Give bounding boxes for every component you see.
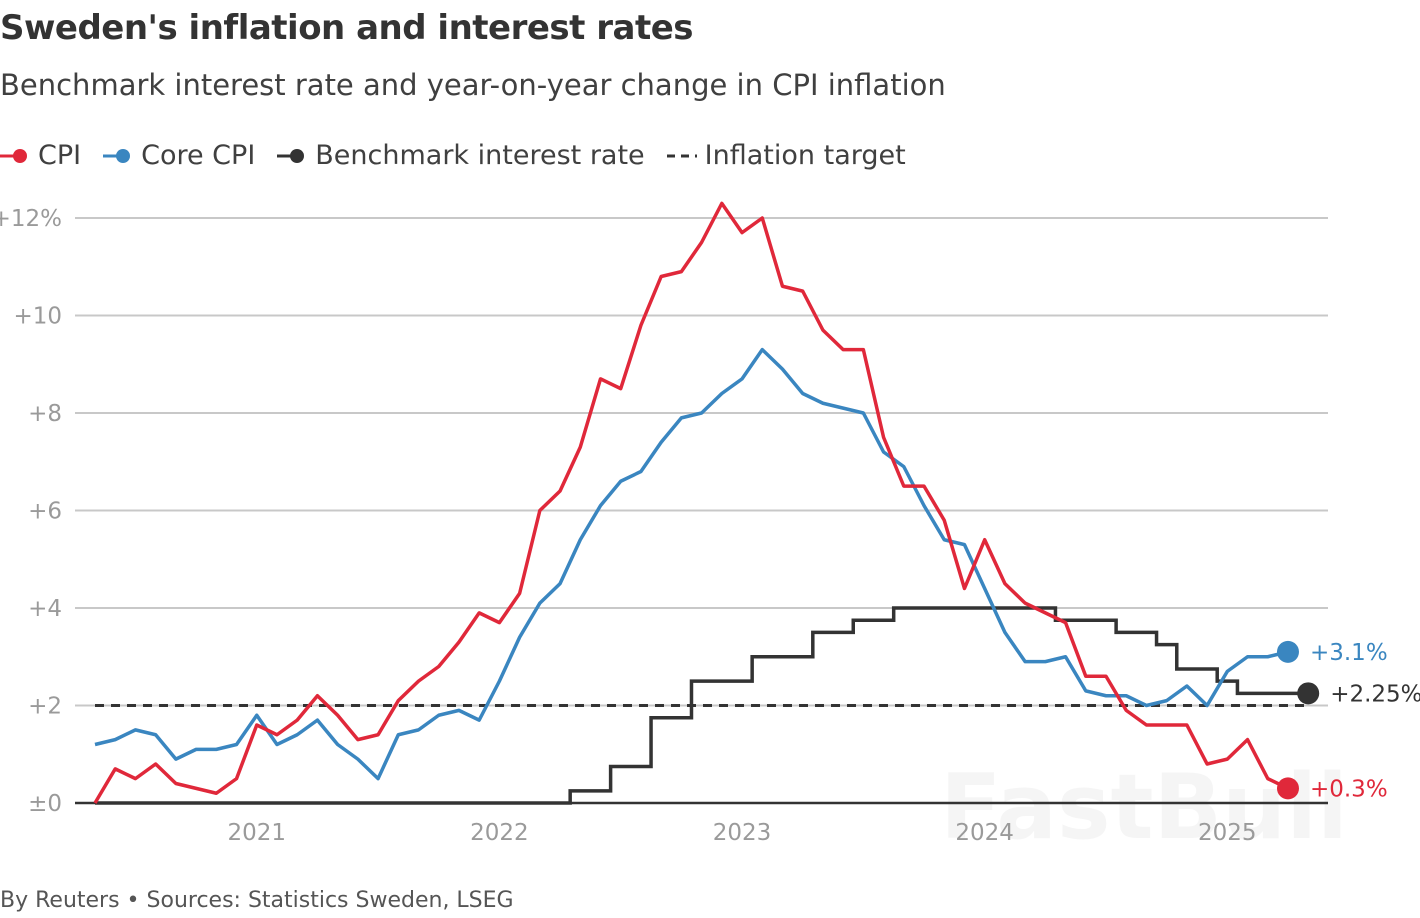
chart-subtitle: Benchmark interest rate and year-on-year… xyxy=(0,68,946,102)
legend-swatch-inflation-target xyxy=(666,154,697,157)
interest-rate-end-label: +2.25% xyxy=(1330,681,1420,707)
y-tick-label: +4 xyxy=(28,596,62,622)
core-cpi-end-label: +3.1% xyxy=(1310,640,1388,666)
legend-label: Inflation target xyxy=(704,140,906,171)
legend-item-core-cpi: Core CPI xyxy=(103,140,255,171)
y-tick-label: +10 xyxy=(13,304,62,330)
cpi-end-marker xyxy=(1276,777,1299,800)
y-tick-label: ±0 xyxy=(28,791,62,817)
legend-item-interest-rate: Benchmark interest rate xyxy=(277,140,645,171)
y-tick-label: +2 xyxy=(28,694,62,720)
cpi-line xyxy=(93,201,1289,804)
interest-rate-line xyxy=(95,606,1309,805)
legend: CPI Core CPI Benchmark interest rate Inf… xyxy=(0,140,906,171)
x-tick-label: 2023 xyxy=(713,820,772,846)
x-tick-label: 2024 xyxy=(955,820,1014,846)
legend-swatch-cpi xyxy=(0,148,27,163)
legend-item-cpi: CPI xyxy=(0,140,81,171)
legend-swatch-core-cpi xyxy=(103,148,131,163)
legend-swatch-interest-rate xyxy=(277,148,305,163)
core-cpi-line xyxy=(94,347,1289,781)
cpi-end-label: +0.3% xyxy=(1310,776,1388,802)
y-tick-label: +12% xyxy=(0,206,62,232)
interest-rate-end-marker xyxy=(1297,682,1320,705)
x-tick-label: 2021 xyxy=(227,820,286,846)
core-cpi-end-marker xyxy=(1276,640,1299,663)
chart-title: Sweden's inflation and interest rates xyxy=(0,8,694,48)
legend-item-inflation-target: Inflation target xyxy=(666,140,906,171)
source-note: By Reuters • Sources: Statistics Sweden,… xyxy=(0,888,514,913)
y-tick-label: +8 xyxy=(28,401,62,427)
legend-label: Benchmark interest rate xyxy=(315,140,645,171)
x-tick-label: 2022 xyxy=(470,820,529,846)
x-tick-label: 2025 xyxy=(1198,820,1257,846)
legend-label: CPI xyxy=(38,140,82,171)
legend-label: Core CPI xyxy=(141,140,256,171)
y-tick-label: +6 xyxy=(28,499,62,525)
